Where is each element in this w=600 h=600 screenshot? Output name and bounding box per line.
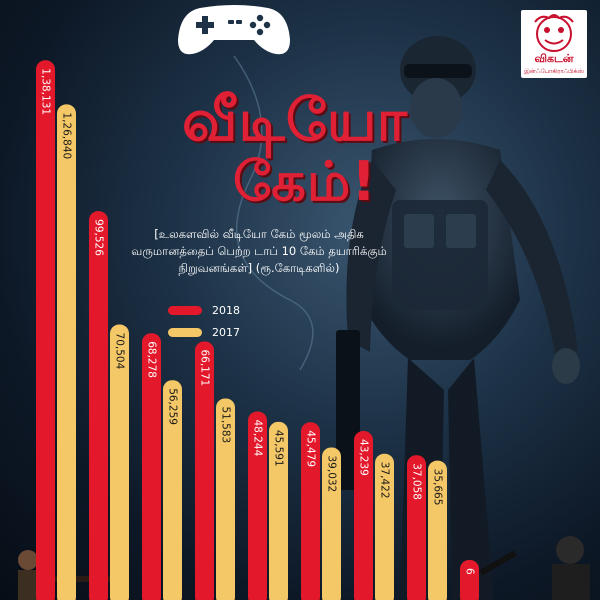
title-line1: வீடியோ — [182, 86, 408, 154]
bar-label-2017-7: 37,422 — [379, 462, 391, 499]
bar-label-2018-9: 6 — [464, 568, 476, 575]
bar-2017-3 — [163, 380, 182, 600]
legend-swatch-2017 — [168, 328, 202, 337]
bar-2018-1 — [36, 60, 55, 600]
bar-label-2018-2: 99,526 — [93, 219, 105, 256]
bar-2017-5 — [269, 421, 288, 600]
bar-2017-8 — [428, 460, 447, 600]
bar-2018-7 — [354, 431, 373, 600]
bar-label-2018-4: 66,171 — [199, 349, 211, 386]
bar-2017-4 — [216, 398, 235, 600]
bar-label-2017-5: 45,591 — [273, 430, 285, 467]
bar-label-2018-7: 43,239 — [358, 439, 370, 476]
legend-label-2018: 2018 — [212, 304, 240, 317]
bar-label-2017-2: 70,504 — [114, 333, 126, 370]
bar-2018-9 — [460, 560, 479, 600]
bar-2018-3 — [142, 333, 161, 600]
bar-2018-8 — [407, 455, 426, 600]
bar-label-2018-1: 1,38,131 — [40, 68, 52, 115]
bar-label-2017-3: 56,259 — [167, 388, 179, 425]
bar-label-2018-3: 68,278 — [146, 341, 158, 378]
bar-label-2018-6: 45,479 — [305, 430, 317, 467]
vikatan-logo: விகடன் இன்ஃபோகிராஃபிக்ஸ் — [521, 10, 587, 78]
bar-label-2018-5: 48,244 — [252, 420, 264, 457]
bar-2018-2 — [89, 211, 108, 600]
logo-brand: விகடன் — [534, 52, 574, 65]
bar-2018-5 — [248, 411, 267, 600]
vikatan-logo-icon — [534, 14, 574, 52]
bar-2018-4 — [195, 341, 214, 600]
bar-2017-1 — [57, 104, 76, 600]
bar-label-2017-4: 51,583 — [220, 406, 232, 443]
bar-2017-6 — [322, 447, 341, 600]
bar-2018-6 — [301, 422, 320, 600]
bar-2017-2 — [110, 324, 129, 600]
bar-label-2017-6: 39,032 — [326, 455, 338, 492]
chart-description: [உலகளவில் வீடியோ கேம் மூலம் அதிக வருமானத… — [131, 227, 387, 275]
title-block: வீடியோ கேம்! — [100, 0, 430, 220]
bar-label-2017-1: 1,26,840 — [61, 112, 73, 159]
bar-label-2017-8: 35,665 — [432, 469, 444, 506]
bar-2017-7 — [375, 453, 394, 600]
legend-label-2017: 2017 — [212, 326, 240, 339]
bar-label-2018-8: 37,058 — [411, 463, 423, 500]
legend-swatch-2018 — [168, 306, 202, 315]
gamepad-icon — [178, 5, 290, 55]
title-line2: கேம்! — [233, 150, 377, 213]
logo-subtitle: இன்ஃபோகிராஃபிக்ஸ் — [524, 68, 584, 75]
